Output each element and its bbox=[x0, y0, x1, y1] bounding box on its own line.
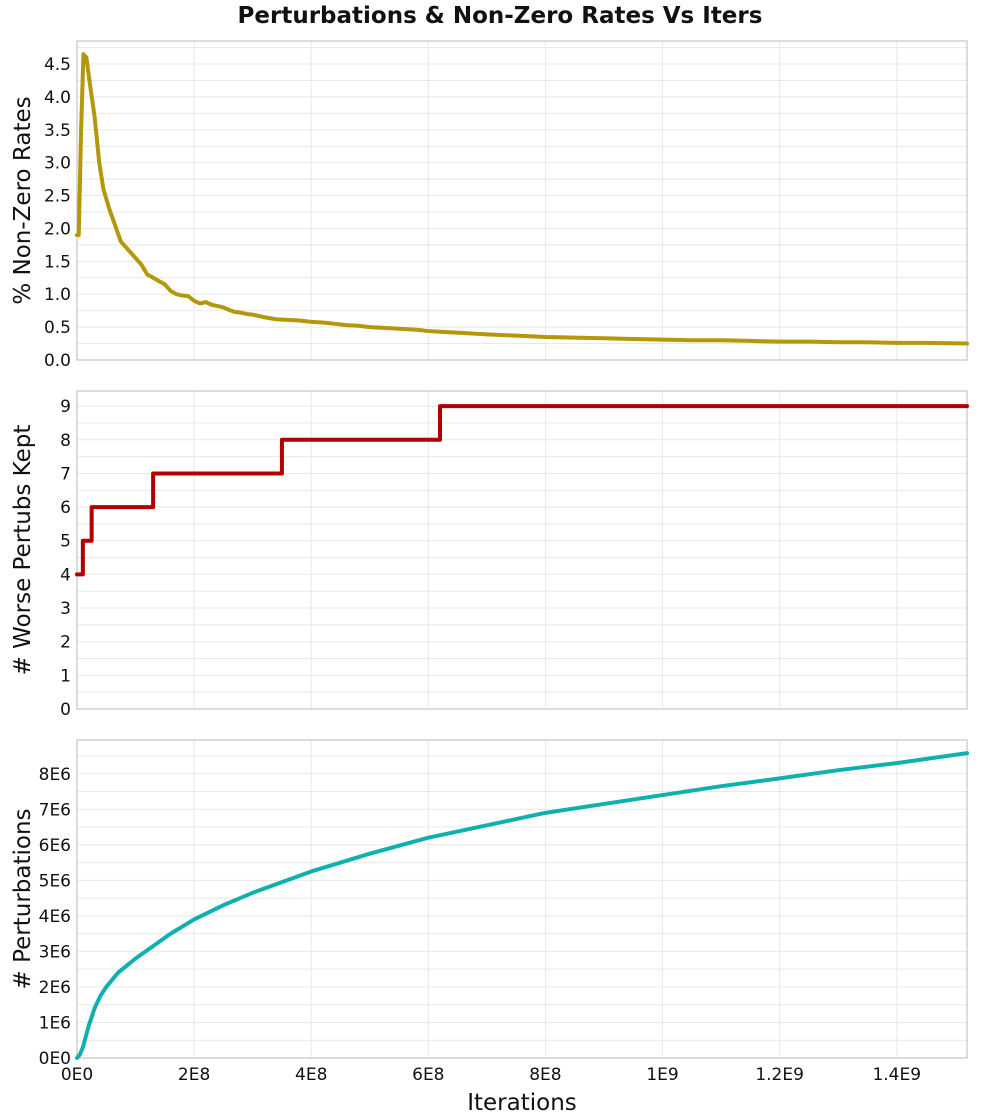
panel-2-y-tick-label: 7 bbox=[60, 464, 71, 484]
panel-1-y-axis-label: % Non-Zero Rates bbox=[10, 96, 36, 304]
panel-3-y-axis-label: # Perturbations bbox=[10, 808, 36, 989]
panel-2-y-tick-label: 3 bbox=[60, 599, 71, 619]
x-axis-label: Iterations bbox=[467, 1090, 577, 1116]
panel-2-y-tick-label: 4 bbox=[60, 565, 71, 585]
panel-3-y-tick-label: 8E6 bbox=[39, 765, 71, 785]
chart-panels: 0.0 0.5 1.0 1.5 2.0 2.5 3.0 3.5 4.0 4.5 % Non-Zero… bbox=[10, 40, 969, 1085]
panel-2-series-line bbox=[75, 404, 969, 577]
panel-3-y-tick-label: 7E6 bbox=[39, 800, 71, 820]
panel-3-y-tick-label: 3E6 bbox=[39, 942, 71, 962]
panel-1-y-tick-label: 0.5 bbox=[44, 318, 71, 338]
panel-3-y-tick-label: 1E6 bbox=[39, 1013, 71, 1033]
panel-3-series-line bbox=[75, 751, 969, 1060]
panel-3-y-tick-label: 4E6 bbox=[39, 907, 71, 927]
panel-1-y-tick-label: 1.0 bbox=[44, 285, 71, 305]
panel-2-y-tick-label: 8 bbox=[60, 431, 71, 451]
panel-1-y-tick-label: 3.5 bbox=[44, 121, 71, 141]
panel-1-y-tick-label: 2.5 bbox=[44, 187, 71, 207]
panel-2: 0 1 2 3 4 5 6 7 8 9 # Worse Pertubs Kept bbox=[10, 390, 969, 720]
panel-2-y-tick-label: 9 bbox=[60, 397, 71, 417]
panel-3-y-tick-label: 0E0 bbox=[39, 1049, 71, 1069]
panel-3-y-tick-label: 6E6 bbox=[39, 836, 71, 856]
panel-2-frame bbox=[76, 390, 968, 710]
panel-1-series-line bbox=[75, 52, 969, 346]
x-tick-label: 6E8 bbox=[412, 1065, 444, 1085]
panel-1-frame bbox=[76, 40, 968, 361]
panel-1-y-tick-label: 3.0 bbox=[44, 154, 71, 174]
panel-2-y-tick-label: 5 bbox=[60, 532, 71, 552]
x-tick-label: 1.4E9 bbox=[872, 1065, 921, 1085]
panel-3-y-tick-label: 2E6 bbox=[39, 978, 71, 998]
panel-1: 0.0 0.5 1.0 1.5 2.0 2.5 3.0 3.5 4.0 4.5 % Non-Zero… bbox=[10, 40, 969, 371]
x-tick-label: 4E8 bbox=[295, 1065, 327, 1085]
x-tick-label: 0E0 bbox=[61, 1065, 93, 1085]
panel-1-y-tick-label: 2.0 bbox=[44, 219, 71, 239]
panel-3-frame bbox=[76, 739, 968, 1059]
x-axis-ticks: 0E0 2E8 4E8 6E8 8E8 1E9 1.2E9 1.4E9 bbox=[61, 1065, 921, 1085]
x-tick-label: 1.2E9 bbox=[755, 1065, 804, 1085]
panel-2-y-tick-label: 1 bbox=[60, 666, 71, 686]
panel-1-y-tick-label: 0.0 bbox=[44, 351, 71, 371]
panel-3: 0E0 1E6 2E6 3E6 4E6 5E6 6E6 7E6 8E6 # Perturbatio… bbox=[10, 739, 969, 1069]
x-tick-label: 8E8 bbox=[529, 1065, 561, 1085]
panel-2-y-tick-label: 0 bbox=[60, 700, 71, 720]
panel-3-y-tick-label: 5E6 bbox=[39, 871, 71, 891]
panel-1-y-tick-label: 4.5 bbox=[44, 55, 71, 75]
panel-2-y-tick-label: 6 bbox=[60, 498, 71, 518]
panel-2-y-axis-label: # Worse Pertubs Kept bbox=[10, 425, 36, 676]
x-tick-label: 2E8 bbox=[178, 1065, 210, 1085]
x-tick-label: 1E9 bbox=[646, 1065, 678, 1085]
panel-2-y-tick-label: 2 bbox=[60, 633, 71, 653]
panel-1-y-tick-label: 1.5 bbox=[44, 252, 71, 272]
chart-title: Perturbations & Non-Zero Rates Vs Iters bbox=[238, 3, 763, 29]
panel-1-y-tick-label: 4.0 bbox=[44, 88, 71, 108]
